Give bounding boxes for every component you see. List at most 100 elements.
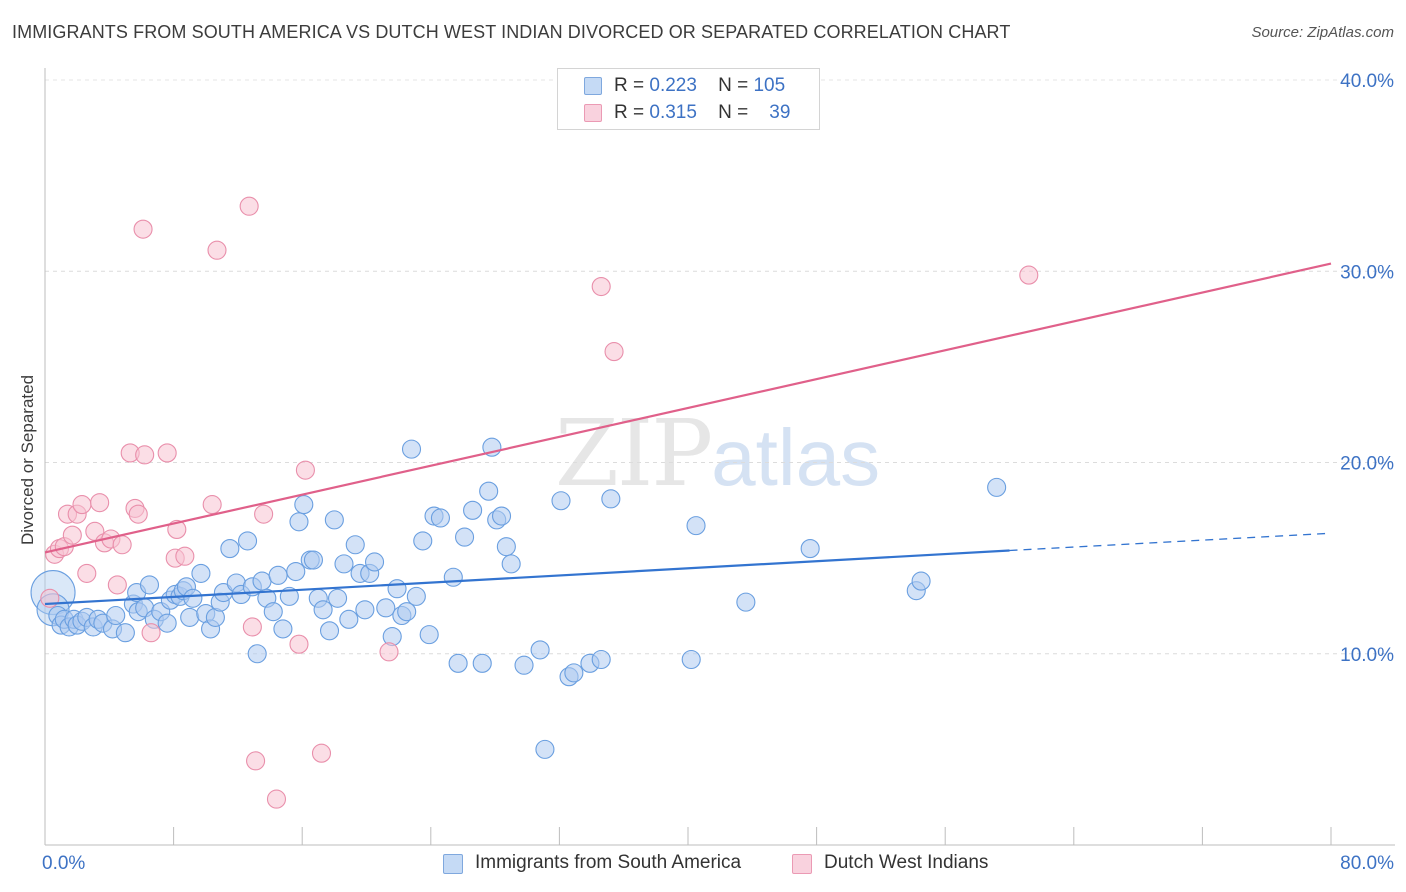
point-south-america: [364, 552, 385, 572]
legend-swatch-south-america: [443, 854, 463, 874]
point-dutch-west-indians: [246, 751, 266, 771]
r-value: 0.223: [649, 75, 697, 96]
point-south-america: [479, 481, 499, 501]
point-dutch-west-indians: [135, 445, 155, 465]
point-dutch-west-indians: [128, 504, 148, 524]
point-south-america: [564, 663, 584, 683]
point-south-america: [157, 613, 177, 633]
point-dutch-west-indians: [254, 504, 274, 524]
point-dutch-west-indians: [167, 519, 187, 539]
point-south-america: [463, 500, 483, 520]
trendline-south-america: [44, 549, 1010, 606]
point-south-america: [345, 535, 365, 555]
point-dutch-west-indians: [90, 493, 110, 513]
point-dutch-west-indians: [202, 495, 222, 515]
n-value: 105: [753, 75, 786, 96]
point-dutch-west-indians: [379, 642, 399, 662]
watermark: ZIPatlas: [555, 400, 880, 507]
point-dutch-west-indians: [107, 575, 127, 595]
x-tick-label-max: 80.0%: [1340, 853, 1394, 874]
point-south-america: [413, 531, 433, 551]
point-south-america: [591, 649, 611, 670]
point-south-america: [334, 554, 354, 574]
x-tick-label-min: 0.0%: [42, 853, 85, 874]
point-dutch-west-indians: [72, 495, 92, 515]
swatch-dutch-west-indians: [584, 104, 602, 122]
point-dutch-west-indians: [141, 623, 161, 643]
point-dutch-west-indians: [266, 789, 287, 809]
point-south-america: [551, 491, 571, 511]
point-south-america: [252, 571, 272, 591]
point-south-america: [800, 539, 820, 559]
r-label: R =: [614, 75, 645, 96]
point-south-america: [183, 588, 203, 608]
point-dutch-west-indians: [77, 563, 97, 583]
point-south-america: [406, 586, 426, 606]
trendline-dutch-west-indians: [44, 262, 1332, 554]
point-south-america: [911, 571, 931, 591]
point-south-america: [220, 539, 240, 559]
point-south-america: [237, 531, 258, 551]
y-axis-label: Divorced or Separated: [18, 374, 37, 546]
point-south-america: [286, 561, 306, 582]
point-south-america: [401, 439, 422, 459]
point-south-america: [106, 605, 126, 626]
n-value: 39: [769, 102, 791, 123]
point-south-america: [268, 565, 288, 585]
swatch-south-america: [584, 77, 602, 95]
point-dutch-west-indians: [239, 196, 259, 216]
n-label: N =: [718, 75, 749, 96]
y-tick-label: 40.0%: [1340, 71, 1394, 92]
point-south-america: [530, 640, 550, 660]
point-south-america: [191, 563, 211, 583]
point-south-america: [180, 607, 200, 627]
point-dutch-west-indians: [112, 535, 132, 555]
watermark-atlas: atlas: [711, 413, 881, 502]
point-south-america: [455, 527, 475, 547]
point-south-america: [328, 588, 348, 608]
source-link[interactable]: Source: ZipAtlas.com: [1251, 24, 1394, 41]
legend-swatch-dutch-west-indians: [792, 854, 812, 874]
point-south-america: [376, 598, 396, 618]
point-dutch-west-indians: [207, 240, 227, 260]
legend-label-dutch-west-indians: Dutch West Indians: [824, 852, 989, 873]
point-south-america: [294, 495, 314, 515]
point-south-america: [491, 506, 512, 526]
correlation-legend: R = 0.223 N = 105 R = 0.315 N = 39: [557, 68, 820, 130]
y-tick-label: 20.0%: [1340, 454, 1394, 475]
point-south-america: [303, 550, 324, 570]
point-dutch-west-indians: [62, 525, 82, 545]
legend-label-south-america: Immigrants from South America: [475, 852, 742, 873]
point-south-america: [443, 567, 463, 587]
trendline-south-america-extension: [1009, 532, 1332, 552]
r-label: R =: [614, 102, 645, 123]
point-south-america: [319, 621, 340, 641]
point-south-america: [313, 600, 333, 620]
point-dutch-west-indians: [133, 219, 153, 239]
point-dutch-west-indians: [295, 460, 315, 480]
point-dutch-west-indians: [157, 443, 177, 463]
point-dutch-west-indians: [604, 342, 624, 362]
point-south-america: [496, 537, 516, 557]
watermark-zip: ZIP: [555, 400, 713, 507]
r-value: 0.315: [649, 102, 697, 123]
point-south-america: [279, 586, 299, 606]
n-label: N =: [718, 102, 749, 123]
point-south-america: [139, 575, 160, 595]
point-south-america: [514, 655, 534, 675]
point-south-america: [355, 600, 375, 620]
point-dutch-west-indians: [591, 276, 611, 297]
point-dutch-west-indians: [1019, 265, 1039, 285]
chart-title: IMMIGRANTS FROM SOUTH AMERICA VS DUTCH W…: [12, 22, 1011, 42]
point-south-america: [419, 625, 439, 645]
point-dutch-west-indians: [311, 743, 332, 763]
point-south-america: [263, 602, 283, 622]
point-south-america: [501, 554, 521, 574]
point-south-america: [472, 653, 492, 673]
point-south-america: [686, 516, 706, 536]
point-south-america: [387, 579, 407, 599]
point-south-america: [535, 739, 555, 759]
point-south-america: [430, 508, 450, 528]
point-south-america: [397, 602, 417, 622]
